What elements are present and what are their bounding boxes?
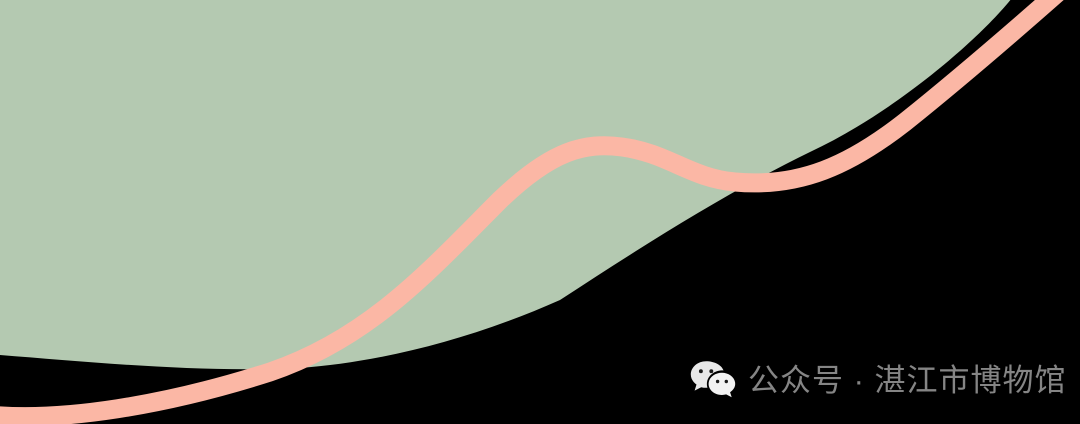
wechat-credit: 公众号 · 湛江市博物馆 [690,352,1067,408]
wechat-icon [690,361,736,398]
wechat-credit-label: 公众号 · 湛江市博物馆 [748,362,1067,398]
